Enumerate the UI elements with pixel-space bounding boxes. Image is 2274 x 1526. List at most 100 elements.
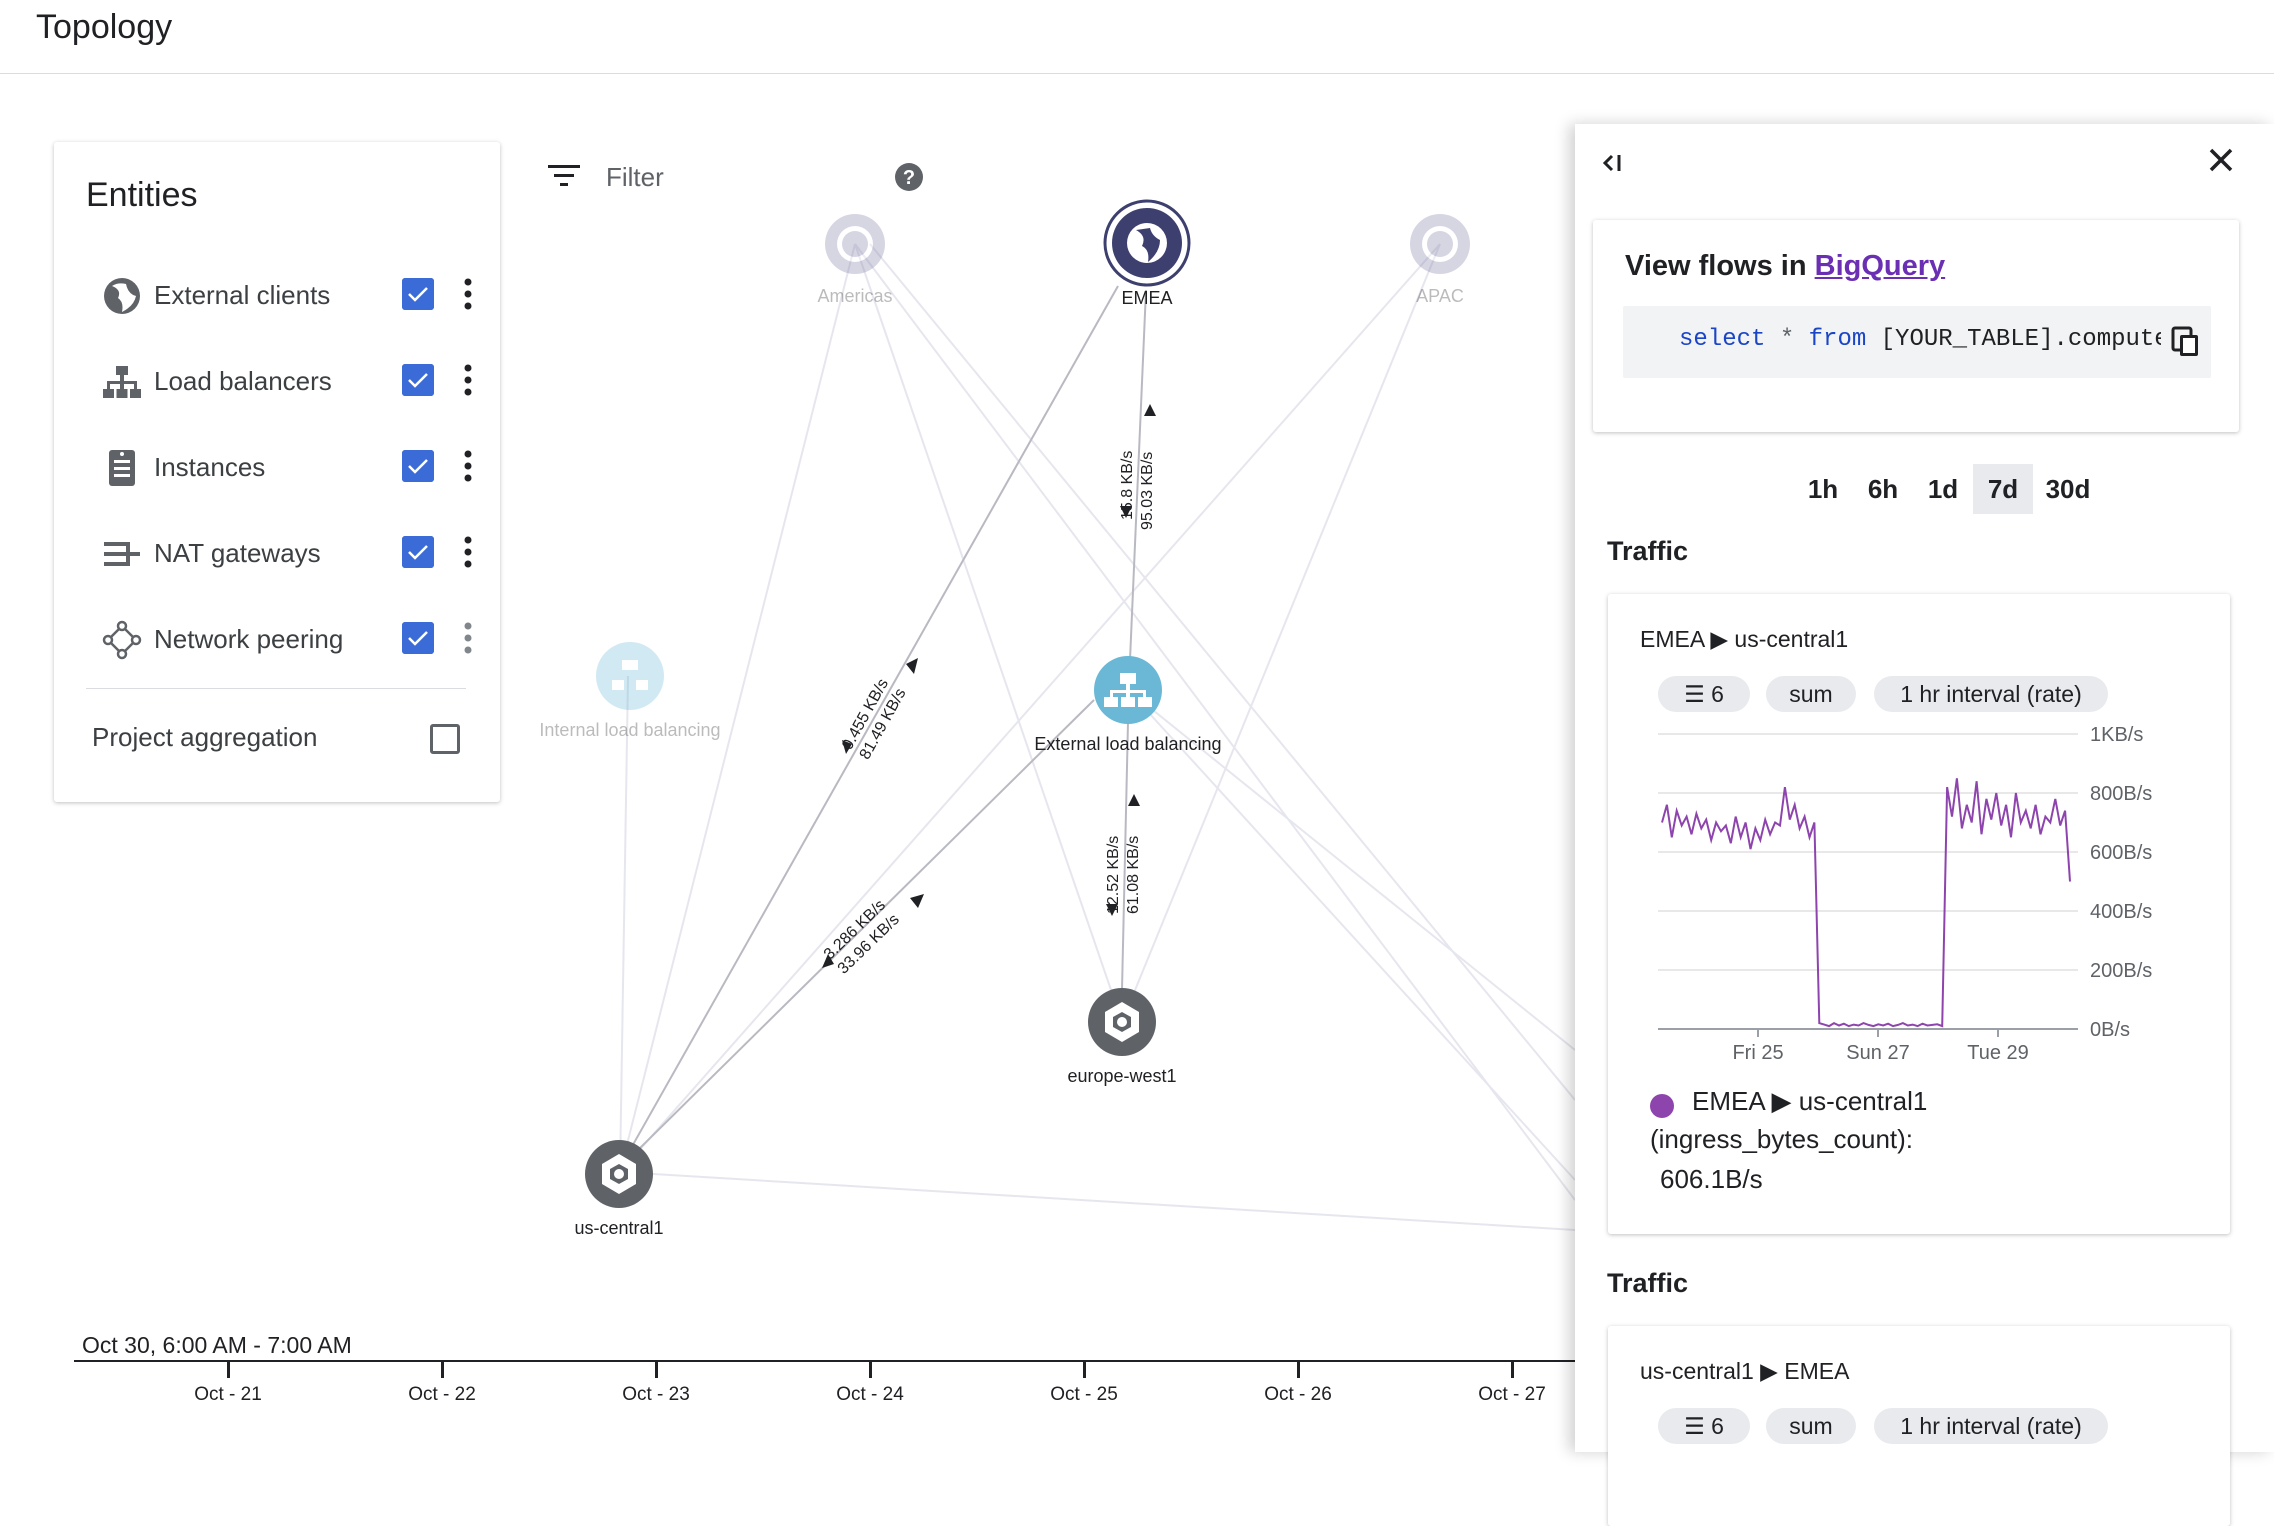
timeline-tick-label: Oct - 24 (836, 1384, 904, 1405)
svg-text:?: ? (903, 167, 915, 189)
more-vert-icon[interactable] (458, 446, 478, 486)
timeline-tick (655, 1360, 658, 1378)
play-arrow-icon: ▶ (1771, 1086, 1792, 1116)
timeline-tick-label: Oct - 26 (1264, 1384, 1332, 1405)
entity-row-load-balancers[interactable]: Load balancers (102, 350, 472, 410)
route-to: EMEA (1784, 1358, 1850, 1384)
aggregation-chip[interactable]: sum (1766, 676, 1856, 712)
bigquery-query[interactable]: select * from [YOUR_TABLE].compute_googl… (1623, 306, 2211, 378)
load-balancer-icon (1104, 673, 1152, 707)
more-vert-icon[interactable] (458, 360, 478, 400)
node-europe-west1[interactable]: europe-west1 (1067, 988, 1177, 1086)
legend-swatch (1650, 1094, 1674, 1118)
range-6h[interactable]: 6h (1867, 474, 1899, 504)
traffic-route: us-central1 ▶ EMEA (1640, 1358, 1849, 1385)
y-tick-label: 400B/s (2090, 901, 2152, 923)
y-tick-label: 800B/s (2090, 783, 2152, 805)
filter-list-icon: ☰ (1684, 681, 1705, 707)
timeline-tick-label: Oct - 22 (408, 1384, 476, 1405)
instances-checkbox[interactable] (402, 450, 434, 482)
more-vert-icon[interactable] (458, 532, 478, 572)
traffic-heading: Traffic (1607, 1268, 1689, 1298)
entity-row-nat-gateways[interactable]: NAT gateways (102, 522, 472, 582)
node-americas-label: Americas (817, 286, 892, 306)
load-balancers-checkbox[interactable] (402, 364, 434, 396)
node-apac[interactable]: APAC (1410, 214, 1470, 306)
range-1d[interactable]: 1d (1927, 474, 1959, 504)
node-americas[interactable]: Americas (817, 214, 893, 306)
timeline-tick (441, 1360, 444, 1378)
route-from: us-central1 (1640, 1358, 1754, 1384)
traffic-card: EMEA ▶ us-central1 ☰ 6 sum 1 hr interval… (1608, 594, 2230, 1234)
y-tick-label: 1KB/s (2090, 724, 2143, 746)
traffic-chart[interactable]: 1KB/s 800B/s 600B/s 400B/s 200B/s 0B/s Fri 25 S… (1608, 724, 2230, 1064)
play-arrow-icon: ▶ (1760, 1358, 1778, 1384)
timeline-tick-label: Oct - 21 (194, 1384, 262, 1405)
range-30d[interactable]: 30d (2045, 474, 2091, 504)
query-keyword: select (1679, 326, 1766, 353)
entity-label: NAT gateways (154, 538, 321, 568)
legend-value: 606.1B/s (1660, 1164, 1763, 1194)
x-tick-label: Tue 29 (1967, 1042, 2029, 1064)
node-emea[interactable]: EMEA (1103, 199, 1191, 308)
node-us-central1-label: us-central1 (574, 1218, 663, 1238)
filter-icon[interactable] (548, 164, 580, 188)
node-europe-west1-label: europe-west1 (1067, 1066, 1176, 1086)
bigquery-card: View flows in BigQuery select * from [YO… (1593, 220, 2239, 432)
nat-gateways-checkbox[interactable] (402, 536, 434, 568)
timeline-tick-label: Oct - 27 (1478, 1384, 1546, 1405)
timeline-range: Oct 30, 6:00 AM - 7:00 AM (82, 1332, 352, 1358)
node-internal-lb-label: Internal load balancing (539, 720, 720, 740)
node-apac-label: APAC (1416, 286, 1464, 306)
network-peering-checkbox[interactable] (402, 622, 434, 654)
aggregation-chip[interactable]: sum (1766, 1408, 1856, 1444)
bigquery-link[interactable]: BigQuery (1814, 250, 1946, 282)
topology-graph: 15.8 KB/s 95.03 KB/s 0.455 KB/s 81.49 KB… (539, 199, 1575, 1238)
filter-count: 6 (1711, 1413, 1724, 1439)
legend-route: EMEA ▶ us-central1 (1692, 1086, 1927, 1117)
series-line (1661, 778, 2071, 1028)
page-title: Topology (36, 8, 173, 46)
node-emea-label: EMEA (1121, 288, 1172, 308)
interval-chip[interactable]: 1 hr interval (rate) (1874, 1408, 2108, 1444)
range-7d[interactable]: 7d (1973, 464, 2033, 514)
node-us-central1[interactable]: us-central1 (574, 1140, 664, 1238)
legend-route-from: EMEA (1692, 1086, 1765, 1116)
close-icon[interactable] (2203, 142, 2239, 178)
help-icon[interactable]: ? (894, 162, 924, 192)
nat-gateway-icon (104, 542, 140, 566)
entity-label: Instances (154, 452, 266, 482)
timeline-axis[interactable] (74, 1360, 1576, 1362)
edge-external-lb-europe-west1 (1121, 721, 1129, 991)
entity-row-external-clients[interactable]: External clients (102, 264, 472, 324)
header-divider (0, 73, 2274, 74)
query-keyword: from (1808, 326, 1867, 353)
range-1h[interactable]: 1h (1807, 474, 1839, 504)
edge-label: 95.03 KB/s (1139, 452, 1156, 530)
filter-input[interactable]: Filter (606, 162, 664, 192)
collapse-panel-icon[interactable] (1599, 148, 1629, 178)
node-internal-lb[interactable]: Internal load balancing (539, 642, 721, 740)
entity-label: Load balancers (154, 366, 332, 396)
legend-metric: (ingress_bytes_count): (1650, 1124, 1914, 1154)
traffic-route: EMEA ▶ us-central1 (1640, 626, 1848, 653)
x-tick-label: Fri 25 (1732, 1042, 1783, 1064)
project-aggregation-checkbox[interactable] (430, 724, 460, 754)
more-vert-icon[interactable] (458, 618, 478, 658)
entity-row-network-peering[interactable]: Network peering (102, 608, 472, 668)
load-balancer-icon (103, 366, 141, 398)
legend-route-to: us-central1 (1798, 1086, 1928, 1116)
y-tick-label: 600B/s (2090, 842, 2152, 864)
copy-icon[interactable] (2171, 326, 2201, 358)
query-table: [YOUR_TABLE].compute_googleapis_com_vpc_… (1880, 326, 2161, 353)
filter-chip[interactable]: ☰ 6 (1658, 1408, 1750, 1444)
filter-chip[interactable]: ☰ 6 (1658, 676, 1750, 712)
more-vert-icon[interactable] (458, 274, 478, 314)
node-external-lb[interactable]: External load balancing (1034, 656, 1222, 754)
interval-chip[interactable]: 1 hr interval (rate) (1874, 676, 2108, 712)
timeline-tick (1511, 1360, 1514, 1378)
entity-row-instances[interactable]: Instances (102, 436, 472, 496)
bigquery-title: View flows in BigQuery (1625, 250, 1945, 283)
external-clients-checkbox[interactable] (402, 278, 434, 310)
bigquery-title-prefix: View flows in (1625, 250, 1815, 282)
